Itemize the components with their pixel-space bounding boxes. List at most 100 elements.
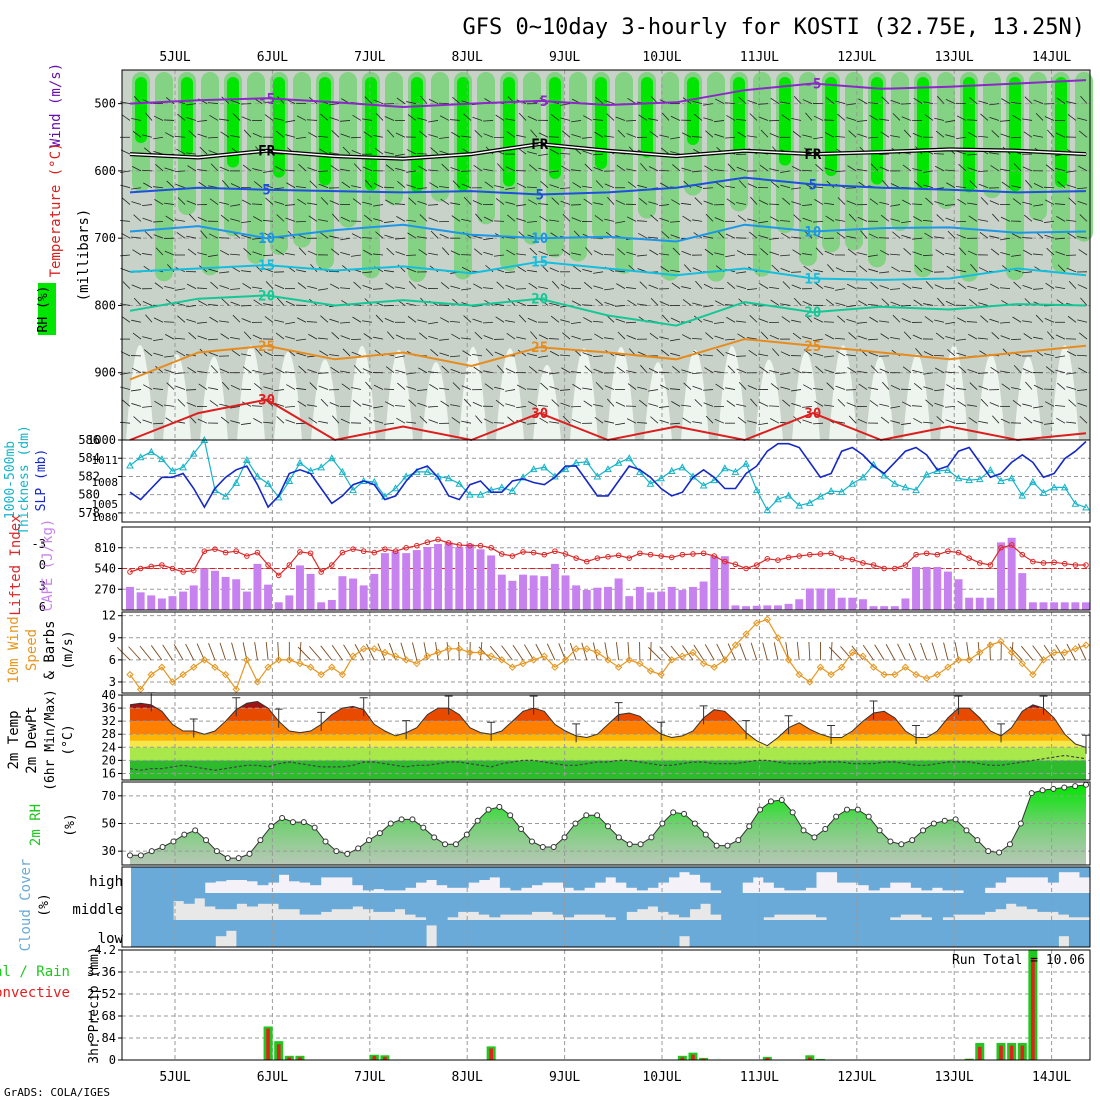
wind-barb (329, 116, 340, 121)
wind-barb (220, 416, 230, 424)
freezing-line-core (129, 143, 1087, 160)
wind-barb (856, 287, 868, 290)
wind-barb (372, 288, 384, 290)
wind-barb (385, 282, 395, 289)
wind-barb (483, 237, 494, 241)
wind-barb (659, 301, 670, 306)
cloud-cover-bar (299, 867, 311, 883)
wind-barb (527, 317, 538, 323)
wind-barb (472, 305, 483, 307)
wind-barb (946, 265, 956, 273)
wind-barb (582, 269, 593, 273)
wind-barb (373, 204, 384, 207)
wind-barb (350, 338, 362, 341)
wind-barb (725, 254, 736, 258)
cloud-cover-bar (837, 893, 849, 920)
cloud-cover-bar (794, 920, 806, 947)
cloud-cover-bar (594, 920, 606, 947)
surface-wind-barb (727, 643, 736, 661)
wind-barb (461, 337, 472, 340)
rh2m-point (344, 850, 351, 857)
wind-barb (714, 169, 725, 172)
wind-barb (925, 281, 934, 289)
wind-barb (736, 166, 747, 172)
wind-barb (957, 198, 967, 205)
wind-barb (450, 167, 461, 172)
cape-bar (423, 546, 432, 610)
cloud-cover-bar (520, 920, 532, 947)
thickness-point (763, 506, 772, 514)
thickness-frame (121, 439, 1091, 523)
rh-dry-area (1051, 345, 1079, 440)
wind-barb (317, 372, 329, 374)
isotherm-label: 10 (258, 231, 275, 247)
wind-barb (131, 166, 142, 172)
wind-speed-point (1039, 656, 1048, 664)
wind-barb (375, 314, 384, 323)
wind-barb (144, 230, 153, 239)
wind-barb (945, 300, 956, 306)
wind-barb (792, 332, 802, 340)
wind-barb (494, 386, 505, 390)
cloud-cover-bar (963, 893, 975, 915)
cape-bar (858, 599, 867, 610)
wind10-axis-label: 10m Wind (6, 616, 22, 683)
wind-barb (230, 99, 241, 105)
wind-barb (881, 298, 890, 306)
wind-barb (461, 218, 472, 222)
wind-barb (627, 181, 637, 189)
rh2m-point (431, 834, 438, 841)
wind-barb (175, 136, 186, 138)
wind-barb (880, 333, 890, 340)
wind-barb (265, 399, 274, 407)
wind-barb (771, 264, 780, 273)
lifted-index-point (807, 551, 813, 558)
wind-barb (230, 135, 241, 138)
cloud-cover-bar (826, 920, 838, 947)
wind-barb (142, 217, 153, 222)
wind-speed-point (784, 656, 793, 664)
wind-barb (352, 316, 362, 323)
wind-barb (1012, 316, 1022, 323)
wind-barb (253, 216, 263, 222)
wind-speed-point (689, 648, 697, 657)
wind-barb (769, 370, 780, 374)
temperature-minmax-bar (1082, 734, 1090, 754)
lifted-index-point (913, 551, 919, 558)
wind-speed-point (444, 645, 453, 653)
thickness-point (349, 486, 357, 494)
cloud-cover-bar (573, 893, 585, 915)
wind-barb (528, 366, 538, 374)
wind-barb (736, 285, 747, 290)
wind-speed-point (583, 645, 591, 653)
lifted-index-point (265, 562, 271, 568)
cloud-cover-bar (499, 893, 511, 915)
wind-barb (319, 231, 329, 239)
slp-tick-label: 1011 (92, 454, 119, 467)
rh-70-area (845, 72, 863, 251)
wind-barb (428, 217, 439, 222)
wind-barb (584, 163, 593, 172)
surface-wind-barb (366, 643, 375, 661)
wind-barb (813, 269, 824, 273)
wind-barb (912, 251, 923, 256)
cloud-cover-bar (742, 920, 754, 947)
cape-bar (200, 568, 209, 610)
thickness-tick-label: 586 (78, 433, 100, 447)
wind-barb (659, 405, 670, 408)
wind-barb (397, 180, 406, 189)
cape-bar (837, 597, 846, 610)
wind-barb (758, 318, 769, 323)
wind-barb (450, 321, 461, 323)
wind-panel (116, 612, 1090, 694)
cloud-cover-bar (436, 893, 448, 920)
wind-speed-point (561, 656, 570, 664)
cloud-cover-bar (1005, 893, 1017, 904)
cloud-cover-bar (826, 867, 838, 873)
cape-bar (529, 575, 538, 610)
wind-barb (197, 335, 208, 340)
wind-barb (900, 103, 912, 105)
wind-barb (1078, 130, 1088, 138)
wind-barb (252, 168, 263, 172)
lifted-index-point (445, 540, 452, 546)
